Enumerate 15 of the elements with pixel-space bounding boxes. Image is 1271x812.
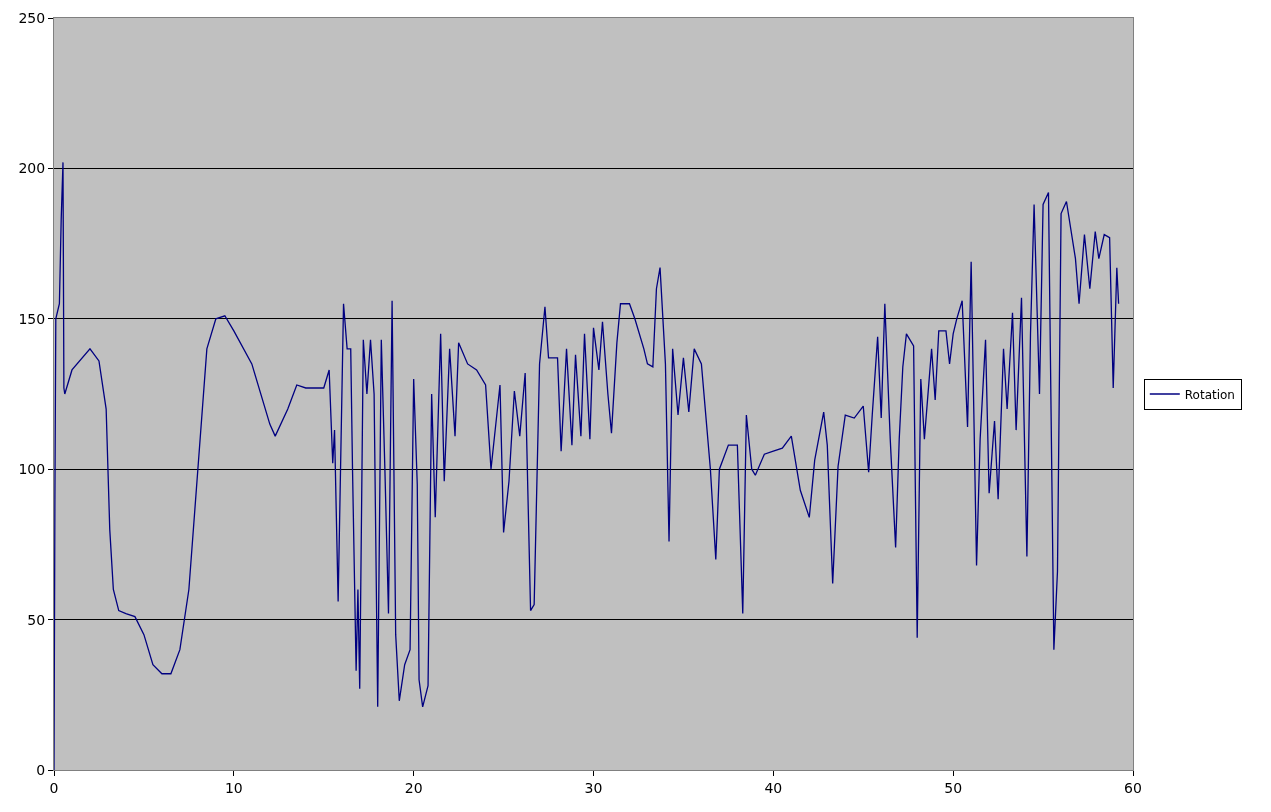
y-tick-label: 150 bbox=[18, 310, 46, 327]
x-tick-label: 50 bbox=[944, 779, 963, 796]
y-tick-label: 50 bbox=[27, 611, 46, 628]
x-tick-label: 60 bbox=[1124, 779, 1142, 796]
y-tick-label: 0 bbox=[36, 761, 46, 778]
y-tick-label: 100 bbox=[18, 461, 46, 478]
x-tick-label: 20 bbox=[404, 779, 423, 796]
legend-label: Rotation bbox=[1184, 387, 1235, 402]
y-tick-label: 200 bbox=[18, 160, 46, 177]
x-tick-label: 40 bbox=[764, 779, 783, 796]
y-tick-label: 250 bbox=[18, 9, 46, 26]
x-tick-label: 0 bbox=[49, 779, 59, 796]
x-tick-label: 30 bbox=[584, 779, 603, 796]
line-series bbox=[54, 161, 1120, 770]
x-tick-label: 10 bbox=[224, 779, 243, 796]
